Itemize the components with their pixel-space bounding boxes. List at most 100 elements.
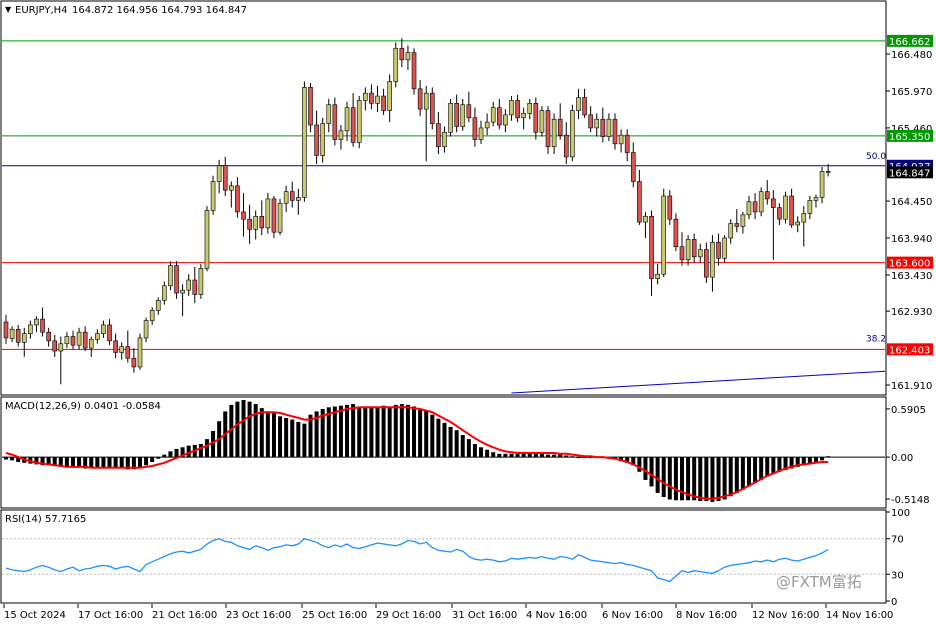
candle xyxy=(46,327,51,347)
candle-body-bull xyxy=(204,210,210,269)
candle-body-bull xyxy=(277,202,283,233)
candle-body-bull xyxy=(356,100,362,143)
candle-body-bear xyxy=(308,87,313,126)
candle xyxy=(210,175,216,215)
candle xyxy=(746,195,752,220)
candle xyxy=(630,142,636,188)
level-label-box xyxy=(887,256,933,269)
candle-body-bear xyxy=(52,340,58,352)
candle-body-bull xyxy=(76,331,82,346)
candle-body-bear xyxy=(777,207,782,220)
candle xyxy=(813,194,819,208)
macd-histogram-bar xyxy=(491,452,496,458)
candle-body-bull xyxy=(594,118,600,129)
candle xyxy=(466,91,472,123)
candle-body-bull xyxy=(320,123,325,156)
candle xyxy=(411,48,417,95)
macd-histogram-bar xyxy=(52,457,57,467)
candle xyxy=(551,113,557,154)
macd-histogram-bar xyxy=(290,419,295,458)
candle-body-bull xyxy=(149,310,155,321)
candle-body-bear xyxy=(600,118,606,137)
macd-axis: 0.5905 0.00 -0.5148 xyxy=(886,405,930,506)
candle-body-bull xyxy=(326,104,332,124)
candle-body-bear xyxy=(557,118,563,136)
macd-histogram-bar xyxy=(247,401,252,458)
macd-tick-label: 0.00 xyxy=(891,453,913,464)
candle xyxy=(582,88,587,118)
rsi-panel[interactable]: RSI(14) 57.7165 xyxy=(0,509,887,604)
candle xyxy=(308,83,313,133)
time-tick-label: 8 Nov 16:00 xyxy=(676,610,737,621)
macd-histogram-bar xyxy=(539,453,544,458)
macd-histogram-bar xyxy=(241,400,246,458)
macd-histogram-bar xyxy=(156,457,161,459)
candle-body-bear xyxy=(259,215,265,229)
candle xyxy=(381,88,386,115)
level-label-box xyxy=(887,129,933,142)
macd-histogram-bar xyxy=(643,457,648,480)
candle-body-bull xyxy=(198,268,204,295)
candle-body-bear xyxy=(247,218,252,230)
candle xyxy=(277,198,283,236)
rsi-line xyxy=(5,537,829,583)
macd-histogram-bar xyxy=(588,457,593,459)
candle-body-bear xyxy=(673,218,679,247)
candle xyxy=(363,87,368,111)
candle xyxy=(289,181,295,208)
candle-body-bear xyxy=(241,211,246,220)
macd-histogram-bar xyxy=(472,444,477,458)
macd-histogram-bar xyxy=(363,407,368,458)
macd-panel[interactable]: MACD(12,26,9) 0.0401 -0.0584 xyxy=(0,396,887,509)
candle-body-bull xyxy=(95,333,100,340)
time-tick-label: 25 Oct 16:00 xyxy=(302,610,367,621)
candle-body-bear xyxy=(429,92,435,124)
candle-body-bear xyxy=(174,265,179,294)
candle xyxy=(107,319,112,346)
macd-histogram-bar xyxy=(211,430,216,458)
level-label-text: 165.350 xyxy=(889,132,930,143)
macd-histogram-bar xyxy=(235,401,240,458)
macd-histogram-bar xyxy=(180,447,185,458)
candle-body-bull xyxy=(229,185,234,191)
candle-body-bull xyxy=(643,215,648,223)
macd-histogram-bar xyxy=(265,411,270,458)
macd-tick-label: -0.5148 xyxy=(891,495,930,506)
candle xyxy=(253,210,258,240)
candle xyxy=(667,190,673,225)
candle xyxy=(162,281,167,305)
time-tick-label: 14 Nov 16:00 xyxy=(826,610,893,621)
candle-body-bull xyxy=(783,195,788,220)
candle-body-bull xyxy=(34,318,39,326)
moving-average-line xyxy=(511,370,886,394)
rsi-tick-label: 0 xyxy=(891,597,897,608)
macd-histogram-bar xyxy=(83,457,88,469)
candle-body-bear xyxy=(637,181,642,223)
price-panel[interactable]: 50.0 38.2 ▼ EURJPY,H4 164.872 164.956 164… xyxy=(0,0,887,396)
candle-body-bull xyxy=(570,110,575,158)
candle-body-bull xyxy=(119,346,125,353)
candle-body-bull xyxy=(344,107,350,132)
candle xyxy=(490,101,496,127)
macd-histogram-bar xyxy=(168,451,173,458)
macd-histogram-bar xyxy=(393,404,398,458)
time-tick-label: 6 Nov 16:00 xyxy=(602,610,663,621)
candle-body-bear xyxy=(369,92,374,104)
macd-header: MACD(12,26,9) 0.0401 -0.0584 xyxy=(5,401,161,412)
macd-histogram-bar xyxy=(162,454,167,458)
time-tick-label: 31 Oct 16:00 xyxy=(452,610,517,621)
macd-histogram-bar xyxy=(442,422,447,458)
candle xyxy=(442,126,447,153)
macd-histogram-bar xyxy=(198,444,203,458)
macd-histogram-bar xyxy=(424,410,429,458)
macd-histogram-bar xyxy=(345,404,350,458)
macd-histogram-bar xyxy=(320,408,325,458)
candle-body-bear xyxy=(716,242,721,259)
candle xyxy=(691,233,697,263)
candle xyxy=(82,326,88,351)
macd-histogram-bar xyxy=(302,423,307,458)
candle-body-bear xyxy=(667,195,673,220)
macd-histogram-bar xyxy=(515,453,520,458)
macd-histogram-bar xyxy=(436,418,441,458)
candle-body-bear xyxy=(289,191,295,201)
